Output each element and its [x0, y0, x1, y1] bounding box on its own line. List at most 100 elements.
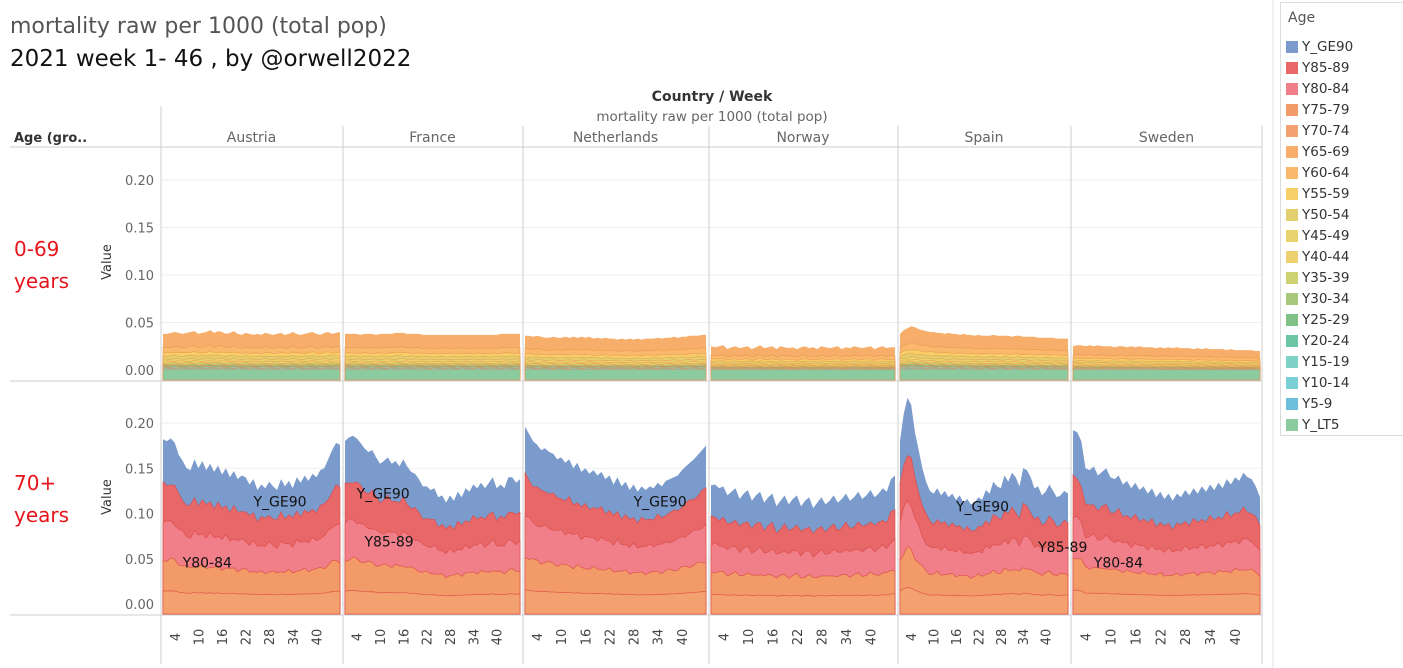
- legend-item[interactable]: Y80-84: [1281, 78, 1403, 99]
- legend[interactable]: Age Y_GE90 Y85-89 Y80-84 Y75-79 Y70-74 Y65-69…: [1280, 2, 1403, 436]
- legend-item-label: Y10-14: [1302, 374, 1350, 391]
- legend-item-label: Y_LT5: [1302, 416, 1340, 433]
- x-tick-label: 10: [192, 629, 207, 646]
- legend-item[interactable]: Y60-64: [1281, 162, 1403, 183]
- x-tick-label: 16: [1129, 629, 1144, 646]
- legend-swatch: [1286, 208, 1298, 221]
- legend-item[interactable]: Y55-59: [1281, 183, 1403, 204]
- legend-swatch: [1286, 124, 1298, 137]
- legend-item[interactable]: Y25-29: [1281, 309, 1403, 330]
- area-series[interactable]: [162, 590, 341, 615]
- legend-item-label: Y20-24: [1302, 332, 1350, 349]
- x-tick-label: 16: [216, 629, 231, 646]
- legend-swatch: [1286, 250, 1298, 263]
- legend-item-label: Y5-9: [1302, 395, 1333, 412]
- x-tick-label: 4: [905, 633, 920, 641]
- columns-header-title: Country / Week: [652, 89, 773, 105]
- y-tick-label: 0.05: [125, 553, 154, 568]
- legend-swatch: [1286, 82, 1298, 95]
- x-tick-label: 40: [1229, 629, 1244, 646]
- x-tick-label: 4: [717, 633, 732, 641]
- x-tick-label: 28: [628, 629, 643, 646]
- area-series[interactable]: [710, 593, 896, 615]
- chart-canvas: Country / Week mortality raw per 1000 (t…: [10, 89, 1263, 664]
- area-series[interactable]: [344, 369, 521, 381]
- legend-item[interactable]: Y_LT5: [1281, 414, 1403, 435]
- row-header-label: Age (gro..: [14, 131, 87, 146]
- legend-item-label: Y60-64: [1302, 164, 1350, 181]
- legend-item[interactable]: Y40-44: [1281, 246, 1403, 267]
- legend-swatch: [1286, 355, 1298, 368]
- y-axis-label: Value: [100, 479, 115, 515]
- x-tick-label: 34: [652, 629, 667, 646]
- area-series[interactable]: [1072, 369, 1261, 381]
- row-label: years: [14, 503, 69, 527]
- area-series[interactable]: [524, 589, 707, 615]
- legend-item[interactable]: Y10-14: [1281, 372, 1403, 393]
- series-annotation: Y_GE90: [955, 499, 1009, 515]
- row-label: 70+: [14, 471, 56, 495]
- legend-title: Age: [1288, 10, 1316, 26]
- legend-swatch: [1286, 187, 1298, 200]
- area-series[interactable]: [162, 368, 341, 381]
- x-tick-label: 10: [742, 629, 757, 646]
- x-tick-label: 34: [1017, 629, 1032, 646]
- column-header-country: France: [409, 130, 456, 146]
- legend-item[interactable]: Y15-19: [1281, 351, 1403, 372]
- area-series[interactable]: [899, 368, 1069, 381]
- area-series[interactable]: [899, 587, 1069, 615]
- legend-swatch: [1286, 418, 1298, 431]
- legend-swatch: [1286, 61, 1298, 74]
- legend-item[interactable]: Y45-49: [1281, 225, 1403, 246]
- legend-item[interactable]: Y20-24: [1281, 330, 1403, 351]
- divider: [1272, 0, 1274, 668]
- x-tick-label: 28: [815, 629, 830, 646]
- column-header-country: Norway: [776, 130, 829, 146]
- area-series[interactable]: [710, 369, 896, 381]
- legend-item[interactable]: Y35-39: [1281, 267, 1403, 288]
- x-tick-label: 4: [351, 633, 366, 641]
- x-tick-label: 4: [169, 633, 184, 641]
- legend-swatch: [1286, 376, 1298, 389]
- legend-item-label: Y30-34: [1302, 290, 1350, 307]
- legend-item-label: Y_GE90: [1302, 38, 1354, 55]
- series-annotation: Y85-89: [363, 535, 413, 551]
- legend-item-label: Y45-49: [1302, 227, 1350, 244]
- x-tick-label: 34: [467, 629, 482, 646]
- legend-item[interactable]: Y30-34: [1281, 288, 1403, 309]
- legend-item[interactable]: Y70-74: [1281, 120, 1403, 141]
- x-tick-label: 22: [421, 629, 436, 646]
- x-tick-label: 28: [995, 629, 1010, 646]
- legend-item[interactable]: Y75-79: [1281, 99, 1403, 120]
- x-tick-label: 16: [579, 629, 594, 646]
- y-tick-label: 0.10: [125, 508, 154, 523]
- measure-header-title: mortality raw per 1000 (total pop): [596, 109, 827, 125]
- y-tick-label: 0.15: [125, 462, 154, 477]
- legend-item[interactable]: Y65-69: [1281, 141, 1403, 162]
- legend-item[interactable]: Y85-89: [1281, 57, 1403, 78]
- row-label: years: [14, 269, 69, 293]
- area-series[interactable]: [344, 590, 521, 615]
- series-annotation: Y_GE90: [633, 495, 687, 511]
- legend-item[interactable]: Y50-54: [1281, 204, 1403, 225]
- legend-item-label: Y80-84: [1302, 80, 1350, 97]
- y-tick-label: 0.00: [125, 598, 154, 613]
- y-tick-label: 0.05: [125, 317, 154, 332]
- legend-item-label: Y25-29: [1302, 311, 1350, 328]
- x-tick-label: 16: [950, 629, 965, 646]
- x-tick-label: 28: [1179, 629, 1194, 646]
- legend-item-label: Y40-44: [1302, 248, 1350, 265]
- area-series[interactable]: [1072, 589, 1261, 615]
- legend-item-label: Y15-19: [1302, 353, 1350, 370]
- series-annotation: Y_GE90: [252, 495, 306, 511]
- area-series[interactable]: [524, 368, 707, 381]
- legend-item[interactable]: Y_GE90: [1281, 36, 1403, 57]
- legend-item-label: Y65-69: [1302, 143, 1350, 160]
- x-tick-label: 40: [676, 629, 691, 646]
- column-header-country: Spain: [964, 130, 1003, 146]
- legend-item[interactable]: Y5-9: [1281, 393, 1403, 414]
- series-annotation: Y85-89: [1037, 540, 1087, 556]
- x-tick-label: 10: [555, 629, 570, 646]
- y-axis-label: Value: [100, 244, 115, 280]
- x-tick-label: 4: [531, 633, 546, 641]
